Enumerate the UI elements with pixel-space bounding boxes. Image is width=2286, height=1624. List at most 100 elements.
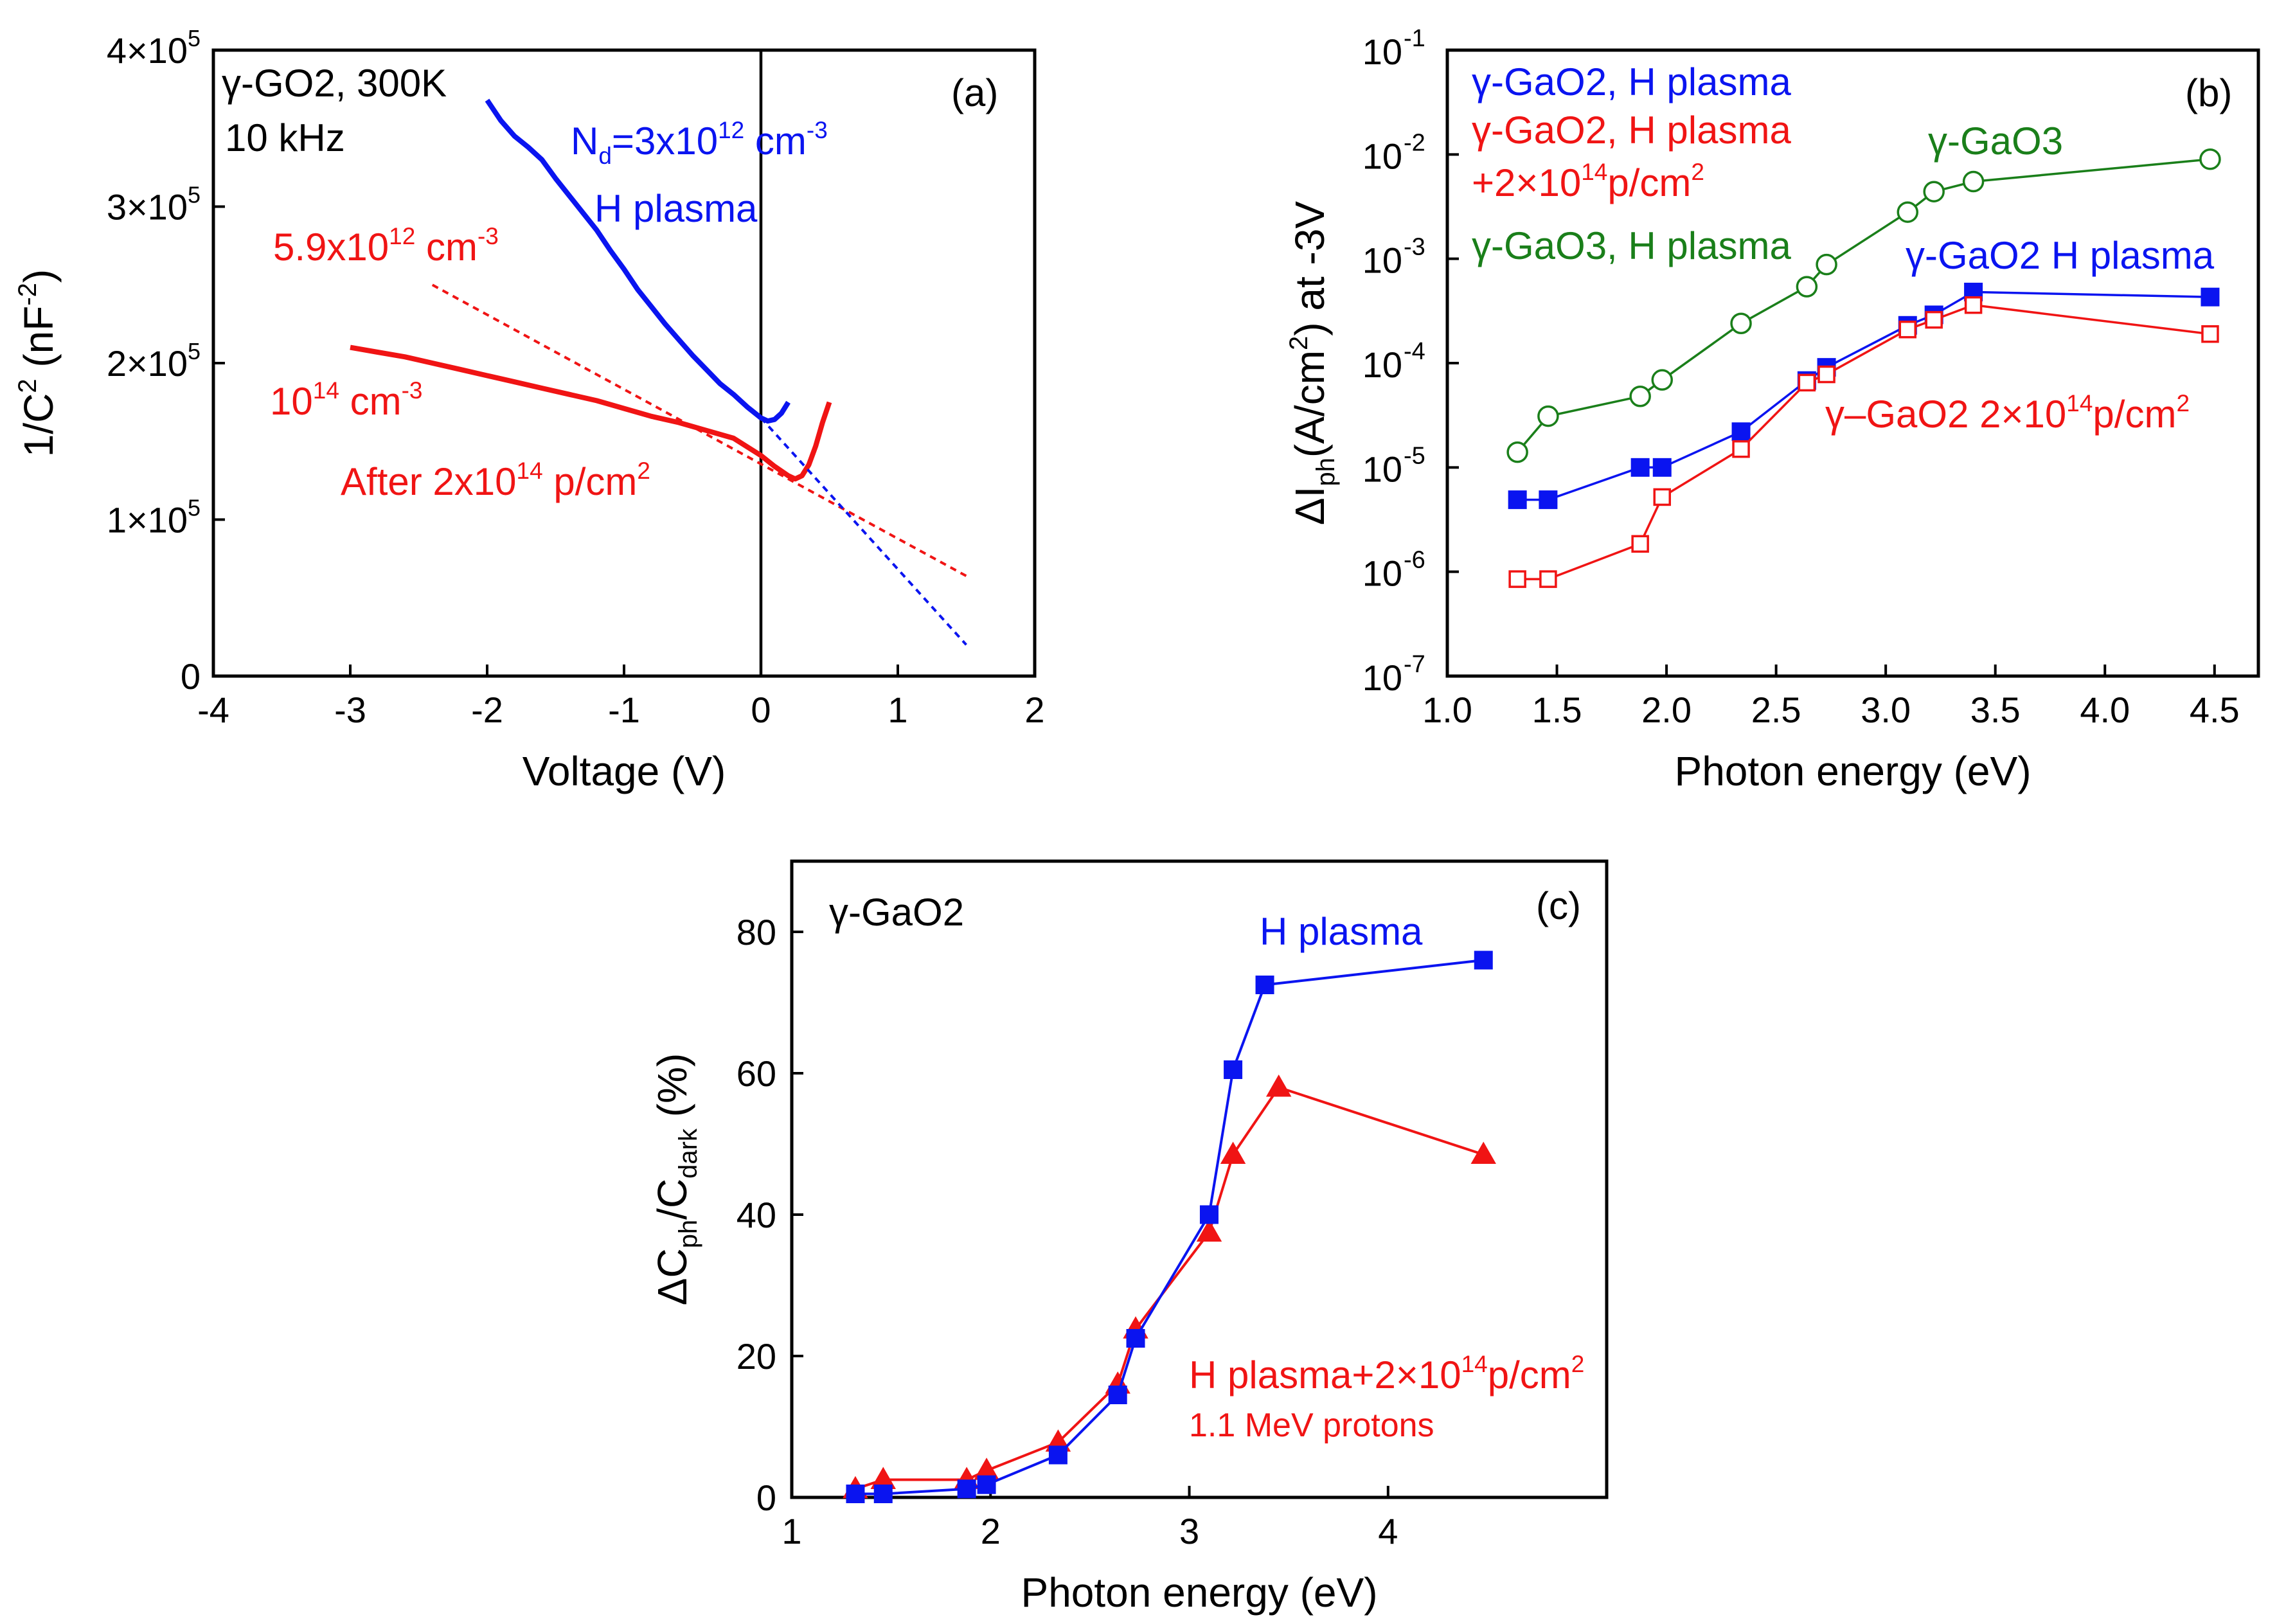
panel-a-annotation-a1-base: γ-GO2, 300K — [222, 62, 447, 105]
panel-b-series-1-point-3 — [1652, 458, 1672, 477]
panel-b-ytick-label-base-1: 10 — [1362, 553, 1402, 594]
panel-a-annotation-a4-base: H plasma — [594, 187, 758, 230]
panel-b-annotation-b7: γ–GaO2 2×1014p/cm2 — [1825, 390, 2190, 436]
panel-b-annotation-b5: γ-GaO3 — [1928, 120, 2063, 163]
panel-c-series-0-point-2 — [957, 1479, 976, 1499]
panel-b-xtick-label-2: 2.0 — [1641, 690, 1692, 730]
panel-a-annotation-a5-sup2: -3 — [478, 223, 499, 249]
panel-c-annotation-c2: H plasma — [1260, 910, 1423, 953]
panel-b-annotation-b6: γ-GaO2 H plasma — [1906, 234, 2215, 277]
panel-c-ylabel-p0: ΔC — [649, 1248, 695, 1305]
panel-a-ylabel-p4: ) — [15, 269, 62, 283]
panel-a-annotation-a7-base: After 2x10 — [341, 460, 517, 503]
panel-a-ylabel-p3: -2 — [13, 283, 42, 306]
panel-c-annotation-c3-sup: 14 — [1461, 1351, 1488, 1377]
panel-c-xtick-label-0: 1 — [781, 1511, 801, 1551]
panel-b-series-2-point-2 — [1631, 535, 1649, 553]
panel-b-ytick-label-2: 10 — [1362, 449, 1402, 489]
panel-b-series-2-point-6 — [1817, 365, 1835, 384]
panel-a-xtick-label-6: 2 — [1024, 690, 1044, 730]
panel-b-annotation-b3-base: +2×10 — [1472, 161, 1581, 204]
panel-b-ytick-label-4: 10 — [1362, 240, 1402, 281]
panel-b-annotation-b5-base: γ-GaO3 — [1928, 120, 2063, 163]
panel-c-xlabel: Photon energy (eV) — [1021, 1569, 1378, 1616]
panel-b-ylabel-p2: (A/cm — [1287, 350, 1333, 458]
panel-b-series-2-point-8 — [1925, 310, 1943, 329]
panel-a-annotation-a6-base: 10 — [270, 380, 313, 423]
panel-a-xtick-label-3: -1 — [608, 690, 640, 730]
panel-b-ylabel-p1: ph — [1312, 458, 1340, 486]
panel-b-ytick-label-6: 10 — [1362, 31, 1402, 72]
panel-c-ytick-label-2: 40 — [737, 1195, 776, 1235]
panel-a-ytick-label-3: 3×105 — [107, 182, 201, 228]
panel-b-annotation-b1: γ-GaO2, H plasma — [1472, 60, 1791, 103]
panel-b-series-2-point-7 — [1898, 320, 1917, 339]
panel-a-label: (a) — [951, 71, 998, 114]
panel-b-ytick-label-0: 10 — [1362, 657, 1402, 698]
panel-c-annotation-c4-base: 1.1 MeV protons — [1189, 1407, 1434, 1444]
panel-a-ytick-label-base-0: 0 — [181, 656, 201, 697]
panel-b-ytick-label-3: 10 — [1362, 344, 1402, 385]
panel-a-xtick-label-2: -2 — [471, 690, 503, 730]
panel-b-series-2-point-3 — [1653, 488, 1672, 506]
panel-b-ylabel-p0: ΔI — [1287, 486, 1333, 526]
panel-b-annotation-b4: γ-GaO3, H plasma — [1472, 224, 1791, 267]
panel-b-ylabel-p4: ) at -3V — [1287, 201, 1333, 336]
panel-b-ytick-label-exp-4: -3 — [1404, 234, 1425, 261]
panel-c-ylabel-p2: /C — [649, 1179, 695, 1220]
panel-b-series-0-point-5 — [1796, 276, 1818, 298]
panel-b-series-1-point-4 — [1731, 422, 1751, 442]
panel-c-annotation-c3-tail: p/cm — [1488, 1353, 1571, 1396]
panel-a-ytick-label-exp-4: 5 — [188, 25, 201, 51]
panel-b-xtick-label-1: 1.5 — [1532, 690, 1582, 730]
panel-c-ytick-label-4: 80 — [737, 912, 776, 952]
panel-b-series-0-point-10 — [2199, 148, 2221, 170]
panel-b-series-0-point-7 — [1897, 201, 1919, 223]
panel-c-series-0-point-4 — [1048, 1445, 1067, 1465]
panel-b: 1.0 1.5 2.0 2.5 3.0 3.5 4.0 4.510-710-610-510-4… — [1285, 25, 2260, 794]
panel-c-series-0-point-1 — [873, 1485, 893, 1503]
panel-c-annotation-c4: 1.1 MeV protons — [1189, 1407, 1434, 1444]
panel-a-ytick-label-1: 1×105 — [107, 495, 201, 540]
panel-a-annotation-a5-sup: 12 — [389, 223, 415, 249]
panel-b-series-0-point-0 — [1506, 441, 1528, 463]
panel-a-series-3 — [760, 416, 967, 646]
panel-a-annotation-a5-tail: cm — [415, 226, 478, 269]
panel-b-series-1-point-10 — [2201, 287, 2220, 307]
panel-a-ytick-label-0: 0 — [181, 656, 201, 697]
panel-a-annotation-a7: After 2x1014 p/cm2 — [341, 458, 650, 503]
panel-b-series-2-point-1 — [1539, 570, 1557, 588]
panel-b-ytick-label-base-3: 10 — [1362, 344, 1402, 385]
panel-b-xtick-label-6: 4.0 — [2080, 690, 2130, 730]
panel-a-annotation-a6-tail: cm — [339, 380, 402, 423]
panel-b-ytick-label-exp-5: -2 — [1404, 129, 1425, 156]
panel-b-xlabel: Photon energy (eV) — [1675, 748, 2032, 794]
panel-c-xtick-label-3: 4 — [1378, 1511, 1398, 1551]
panel-b-label: (b) — [2185, 71, 2232, 114]
panel-b-ylabel: ΔIph(A/cm2) at -3V — [1285, 201, 1340, 526]
panel-c-series-0-point-0 — [846, 1485, 865, 1503]
panel-b-xtick-label-7: 4.5 — [2190, 690, 2240, 730]
panel-b-annotation-b3-sup: 14 — [1581, 159, 1607, 185]
panel-a-annotation-a3-mid: =3x10 — [612, 120, 718, 163]
panel-b-ytick-label-1: 10 — [1362, 553, 1402, 594]
panel-a-annotation-a6-sup: 14 — [313, 377, 339, 404]
panel-b-series-2-point-10 — [2201, 325, 2219, 343]
panel-b-series-0-point-3 — [1651, 369, 1674, 391]
panel-a-ytick-label-base-3: 3×10 — [107, 187, 188, 228]
panel-b-xtick-label-4: 3.0 — [1861, 690, 1911, 730]
panel-a-annotation-a3-sup: 12 — [718, 117, 744, 143]
panel-c-ylabel-p1: ph — [674, 1220, 702, 1249]
panel-c-frame — [790, 859, 1609, 1499]
panel-c-ylabel: ΔCph/Cdark (%) — [649, 1053, 702, 1306]
panel-a-annotation-a7-sup2: 2 — [637, 458, 650, 484]
panel-b-series-1-point-2 — [1630, 458, 1650, 477]
panel-b-series-2-point-9 — [1964, 296, 1983, 314]
panel-a-xtick-label-0: -4 — [197, 690, 229, 730]
panel-b-series-0-point-9 — [1962, 170, 1985, 193]
panel-c-series-0-point-9 — [1255, 976, 1274, 994]
panel-a-ytick-label-base-4: 4×10 — [107, 30, 188, 71]
panel-b-annotation-b1-base: γ-GaO2, H plasma — [1472, 60, 1791, 103]
panel-a-annotation-a3-base: N — [571, 120, 598, 163]
